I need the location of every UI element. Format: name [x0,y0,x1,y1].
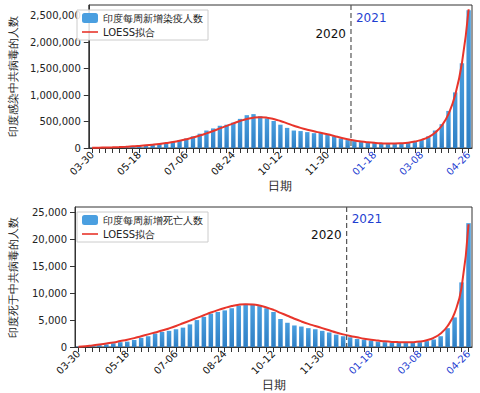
svg-text:10-12: 10-12 [249,348,277,376]
svg-text:03-30: 03-30 [54,348,82,376]
svg-text:11-30: 11-30 [303,149,331,177]
svg-text:03-30: 03-30 [68,149,96,177]
svg-text:0: 0 [74,143,80,154]
svg-text:500,000: 500,000 [39,116,80,127]
svg-text:08-24: 08-24 [209,149,237,177]
svg-text:2020: 2020 [311,228,342,242]
svg-text:04-26: 04-26 [444,149,472,177]
svg-text:2021: 2021 [352,212,383,226]
svg-text:08-24: 08-24 [200,348,228,376]
svg-text:01-18: 01-18 [350,149,378,177]
svg-text:LOESS拟合: LOESS拟合 [103,27,155,38]
svg-text:印度每周新增死亡人数: 印度每周新增死亡人数 [103,215,203,226]
svg-text:1,000,000: 1,000,000 [30,90,81,101]
svg-text:2,500,000: 2,500,000 [30,10,81,21]
svg-text:25,000: 25,000 [32,207,67,218]
svg-text:03-08: 03-08 [397,149,425,177]
svg-text:07-06: 07-06 [162,149,190,177]
svg-text:15,000: 15,000 [32,261,67,272]
svg-text:01-18: 01-18 [347,348,375,376]
svg-text:5,000: 5,000 [38,315,67,326]
svg-text:10-12: 10-12 [256,149,284,177]
svg-text:2020: 2020 [315,27,346,41]
svg-text:20,000: 20,000 [32,234,67,245]
svg-text:2021: 2021 [356,11,387,25]
svg-text:1,500,000: 1,500,000 [30,63,81,74]
svg-text:0: 0 [61,342,67,353]
svg-text:05-18: 05-18 [115,149,143,177]
svg-text:2,000,000: 2,000,000 [30,37,81,48]
svg-text:05-18: 05-18 [103,348,131,376]
svg-text:印度死于中共病毒的人数: 印度死于中共病毒的人数 [7,217,20,338]
svg-text:印度感染中共病毒的人数: 印度感染中共病毒的人数 [7,16,20,137]
svg-text:03-08: 03-08 [395,348,423,376]
svg-text:印度每周新增染疫人数: 印度每周新增染疫人数 [103,13,203,24]
svg-text:LOESS拟合: LOESS拟合 [103,229,155,240]
svg-text:04-26: 04-26 [444,348,472,376]
svg-text:10,000: 10,000 [32,288,67,299]
svg-text:日期: 日期 [268,179,292,193]
svg-text:11-30: 11-30 [298,348,326,376]
svg-text:07-06: 07-06 [152,348,180,376]
svg-text:日期: 日期 [262,378,286,392]
